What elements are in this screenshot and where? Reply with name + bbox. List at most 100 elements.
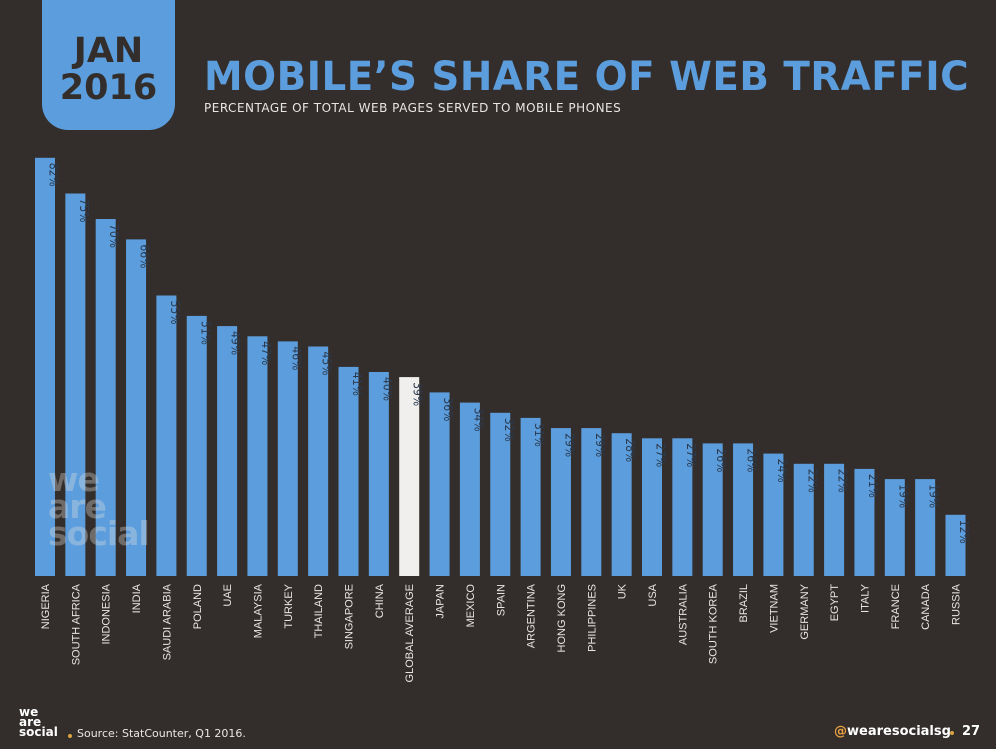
bar-value-label: 36%: [441, 397, 455, 421]
social-handle: @wearesocialsg: [834, 724, 951, 739]
bar-value-label: 22%: [805, 469, 819, 493]
bar-value-label: 24%: [775, 459, 789, 483]
bar: [854, 468, 875, 576]
bar: [945, 514, 966, 576]
bar-value-label: 49%: [229, 331, 243, 355]
bar: [338, 366, 359, 576]
bar-value-label: 22%: [836, 469, 850, 493]
bar-value-label: 40%: [380, 377, 394, 401]
bar-value-label: 21%: [866, 474, 880, 498]
bar: [520, 417, 541, 576]
bar-value-label: 45%: [320, 352, 334, 376]
bar: [702, 443, 723, 576]
bar: [793, 463, 814, 576]
bar-value-label: 29%: [562, 433, 576, 457]
bar: [308, 346, 329, 576]
category-label: AUSTRALIA: [677, 583, 689, 645]
category-label: EGYPT: [829, 584, 841, 622]
category-label: ARGENTINA: [526, 583, 538, 648]
bar: [368, 372, 389, 576]
bar-value-label: 27%: [654, 443, 668, 467]
separator-dot-icon: [68, 734, 72, 738]
category-label: JAPAN: [435, 584, 447, 619]
page-number: 27: [962, 724, 981, 739]
bar-value-label: 29%: [593, 433, 607, 457]
bar: [490, 412, 511, 576]
category-label: SAUDI ARABIA: [161, 583, 173, 660]
bar: [217, 326, 238, 576]
bar: [824, 463, 845, 576]
category-label: SINGAPORE: [344, 584, 356, 649]
bar: [611, 433, 632, 576]
bar: [95, 219, 116, 576]
category-label: USA: [647, 583, 659, 606]
bar: [156, 295, 177, 576]
bar-value-label: 27%: [684, 443, 698, 467]
logo-line: social: [19, 725, 58, 739]
watermark-line: social: [48, 514, 150, 553]
bar-value-label: 32%: [502, 418, 516, 442]
watermark-logo: we are social: [48, 463, 150, 553]
bar: [642, 438, 662, 576]
bar-value-label: 28%: [623, 438, 637, 462]
bar-value-label: 66%: [138, 244, 152, 268]
bar-value-label: 19%: [896, 484, 910, 508]
bar-value-label: 26%: [714, 448, 728, 472]
category-label: POLAND: [192, 584, 204, 629]
bar: [126, 239, 147, 576]
category-label: THAILAND: [313, 584, 325, 638]
category-label: FRANCE: [890, 584, 902, 629]
bar-chart: 82% NIGERIA 75% SOUTH AFRICA 70% INDONESIA 66%…: [35, 157, 971, 682]
bar: [65, 193, 86, 576]
bar: [277, 341, 298, 576]
bar: [581, 428, 602, 576]
bar-value-label: 47%: [259, 341, 273, 365]
bar: [915, 479, 936, 576]
category-label: UK: [617, 583, 629, 599]
bar-value-label: 70%: [107, 224, 121, 248]
category-label: PHILIPPINES: [586, 584, 598, 652]
category-label: SOUTH AFRICA: [70, 583, 82, 665]
bar-highlight: [399, 377, 420, 576]
category-label: INDONESIA: [101, 583, 113, 644]
bar-value-label: 46%: [289, 346, 303, 370]
bar-value-label: 55%: [168, 301, 182, 325]
bar: [429, 392, 450, 576]
category-label: RUSSIA: [951, 583, 963, 625]
chart-title: MOBILE’S SHARE OF WEB TRAFFIC: [204, 54, 970, 100]
bar: [550, 428, 571, 576]
bar: [35, 157, 55, 577]
category-label: SPAIN: [495, 584, 507, 616]
bar-value-label: 82%: [47, 163, 61, 187]
handle-text: wearesocialsg: [847, 724, 951, 739]
footer-logo: we are social: [19, 706, 58, 739]
bar-value-label: 19%: [927, 484, 941, 508]
category-label: GLOBAL AVERAGE: [404, 584, 416, 682]
bar-value-label: 41%: [350, 372, 364, 396]
category-label: INDIA: [131, 583, 143, 613]
watermark-line: are: [48, 487, 107, 526]
bar: [763, 453, 784, 576]
category-label: BRAZIL: [738, 584, 750, 623]
category-label: TURKEY: [283, 583, 295, 628]
chart-subtitle: PERCENTAGE OF TOTAL WEB PAGES SERVED TO …: [204, 101, 622, 115]
category-label: GERMANY: [799, 583, 811, 639]
bar: [884, 479, 905, 576]
category-label: CHINA: [374, 583, 386, 618]
category-label: HONG KONG: [556, 584, 568, 652]
date-month: JAN: [73, 31, 144, 71]
bar-value-label: 75%: [77, 199, 91, 223]
category-label: MALAYSIA: [252, 583, 264, 638]
category-label: VIETNAM: [768, 584, 780, 633]
category-label: ITALY: [859, 583, 871, 613]
source-note: Source: StatCounter, Q1 2016.: [77, 727, 246, 740]
bar: [672, 438, 693, 576]
bar: [459, 402, 480, 576]
at-sign: @: [834, 724, 847, 739]
category-label: UAE: [222, 584, 234, 607]
category-label: NIGERIA: [40, 583, 52, 629]
date-year: 2016: [59, 68, 158, 108]
bar-value-label: 39%: [411, 382, 425, 406]
separator-dot-icon: [950, 731, 954, 735]
bar-value-label: 51%: [198, 321, 212, 345]
